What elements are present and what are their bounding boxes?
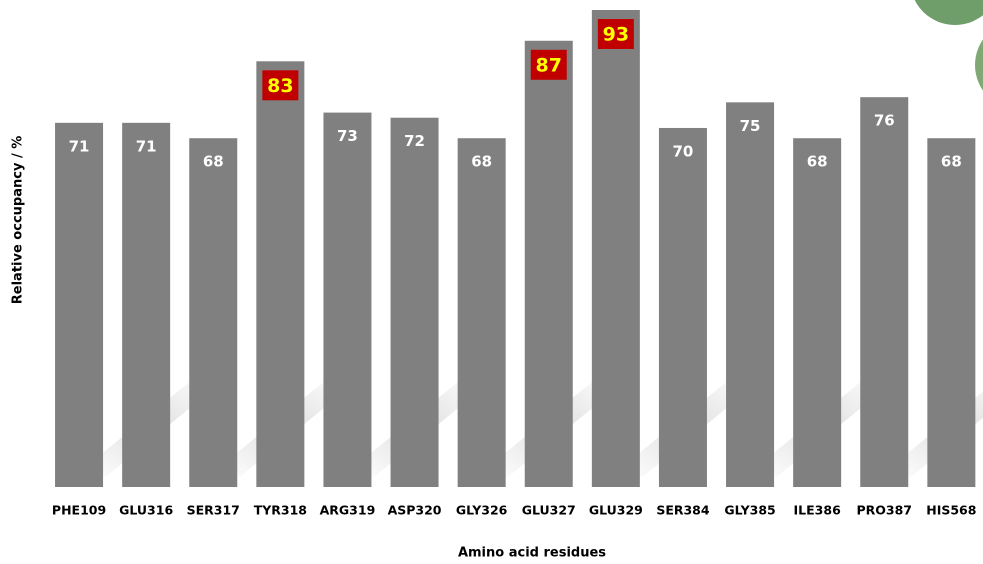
x-tick-label: TYR318 xyxy=(254,503,307,518)
bar xyxy=(256,61,305,488)
x-tick-label: SER384 xyxy=(656,503,710,518)
value-label: 71 xyxy=(69,137,90,155)
value-label: 75 xyxy=(740,117,761,135)
value-label: 70 xyxy=(673,142,694,160)
bar xyxy=(55,122,104,487)
value-label: 73 xyxy=(337,127,358,145)
x-tick-label: GLY326 xyxy=(456,503,508,518)
x-axis-title: Amino acid residues xyxy=(458,546,606,561)
decoration xyxy=(914,0,983,25)
x-tick-label: ASP320 xyxy=(388,503,442,518)
bar xyxy=(793,138,842,487)
x-tick-label: GLU316 xyxy=(119,503,173,518)
value-label: 68 xyxy=(941,153,962,171)
x-tick-label: GLU329 xyxy=(589,503,643,518)
x-tick-label: ILE386 xyxy=(794,503,842,518)
y-axis-title: Relative occupancy / % xyxy=(11,136,26,304)
bar xyxy=(726,102,775,488)
bar xyxy=(591,10,640,487)
bar xyxy=(860,97,909,488)
value-label: 83 xyxy=(267,75,293,97)
bar xyxy=(189,138,238,487)
value-label: 93 xyxy=(603,24,629,46)
value-label: 68 xyxy=(807,153,828,171)
value-label: 71 xyxy=(136,137,157,155)
value-label: 72 xyxy=(404,132,425,150)
value-label-box xyxy=(530,49,567,80)
decoration xyxy=(975,39,983,91)
value-label: 87 xyxy=(536,54,562,76)
x-tick-label: ARG319 xyxy=(320,503,376,518)
bar xyxy=(323,112,372,488)
bar xyxy=(658,127,707,487)
x-tick-label: PRO387 xyxy=(856,503,912,518)
value-label: 76 xyxy=(874,112,895,130)
value-label-box xyxy=(597,19,634,49)
bar xyxy=(457,138,506,487)
x-tick-label: SER317 xyxy=(187,503,240,518)
value-label-box xyxy=(262,70,299,101)
x-tick-label: PHE109 xyxy=(52,503,106,518)
value-label: 68 xyxy=(471,153,492,171)
x-tick-label: HIS568 xyxy=(926,503,976,518)
bar xyxy=(927,138,976,487)
x-tick-label: GLU327 xyxy=(522,503,576,518)
value-label: 68 xyxy=(203,153,224,171)
bar xyxy=(122,122,171,487)
bar xyxy=(390,117,439,487)
x-tick-label: GLY385 xyxy=(724,503,775,518)
plot: PHE109 71 GLU316 71 SER317 68 TYR318 83 ARG319 73… xyxy=(52,10,983,518)
bar xyxy=(524,40,573,487)
